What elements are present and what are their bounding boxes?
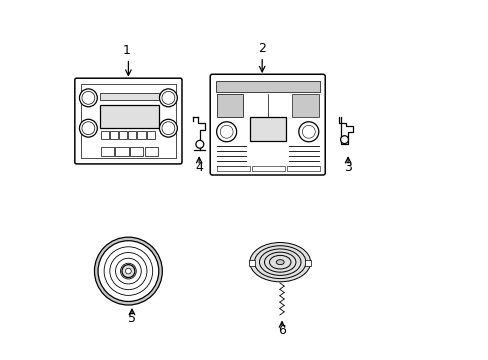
Circle shape xyxy=(159,119,177,137)
Circle shape xyxy=(94,237,162,305)
Circle shape xyxy=(220,125,233,138)
Circle shape xyxy=(98,241,159,301)
Text: 5: 5 xyxy=(128,312,136,325)
Ellipse shape xyxy=(276,260,284,265)
Bar xyxy=(249,117,285,141)
Bar xyxy=(115,147,128,156)
Bar xyxy=(146,131,155,139)
Bar xyxy=(216,81,319,93)
Bar xyxy=(248,260,255,266)
Circle shape xyxy=(162,122,175,135)
Circle shape xyxy=(298,122,318,142)
Circle shape xyxy=(216,122,236,142)
Bar xyxy=(286,166,320,171)
Bar xyxy=(130,147,143,156)
Circle shape xyxy=(196,140,203,148)
Circle shape xyxy=(80,119,97,137)
Bar xyxy=(119,131,127,139)
Circle shape xyxy=(302,125,315,138)
Text: 1: 1 xyxy=(123,44,131,57)
Ellipse shape xyxy=(249,243,310,282)
FancyBboxPatch shape xyxy=(81,84,176,158)
Bar xyxy=(291,94,318,117)
Text: 2: 2 xyxy=(257,42,265,55)
Bar xyxy=(144,147,158,156)
Circle shape xyxy=(82,91,95,104)
Bar xyxy=(100,105,159,128)
Circle shape xyxy=(159,89,177,107)
Bar xyxy=(101,131,108,139)
Text: 3: 3 xyxy=(344,161,352,174)
Bar xyxy=(304,260,310,266)
Circle shape xyxy=(125,268,131,274)
Circle shape xyxy=(80,89,97,107)
Bar xyxy=(101,147,114,156)
Bar xyxy=(109,131,118,139)
FancyBboxPatch shape xyxy=(210,74,325,175)
Bar xyxy=(216,166,249,171)
Polygon shape xyxy=(339,117,353,144)
Bar xyxy=(100,93,159,100)
Circle shape xyxy=(82,122,95,135)
Circle shape xyxy=(122,265,135,278)
Bar xyxy=(137,131,145,139)
Bar xyxy=(216,94,243,117)
FancyBboxPatch shape xyxy=(75,78,182,164)
Bar xyxy=(251,166,285,171)
Text: 6: 6 xyxy=(277,324,285,337)
Circle shape xyxy=(340,136,348,144)
Bar xyxy=(128,131,136,139)
Text: 4: 4 xyxy=(195,161,203,174)
Circle shape xyxy=(162,91,175,104)
